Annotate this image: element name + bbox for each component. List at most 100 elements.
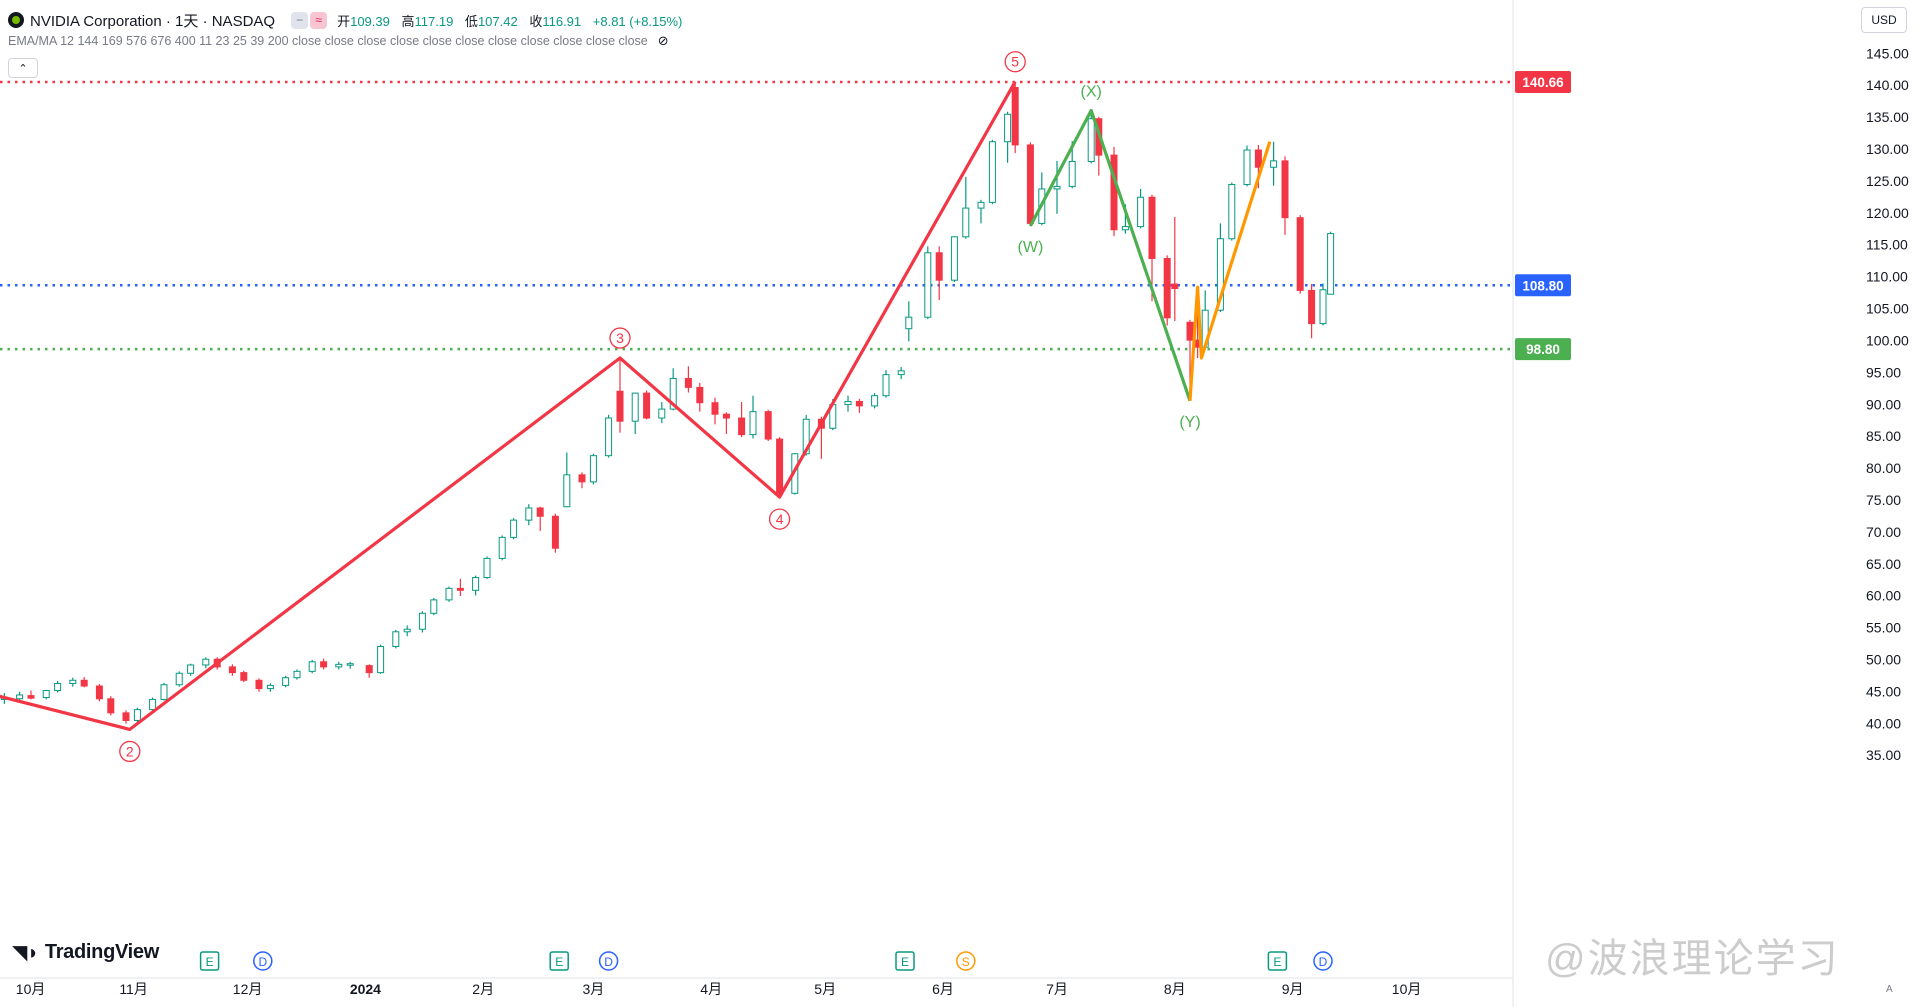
- candle-body-down: [643, 392, 651, 419]
- candle-body-down: [536, 507, 544, 517]
- candle-body-down: [80, 679, 88, 687]
- candle-body-up: [589, 455, 597, 483]
- candle-body-down: [1281, 160, 1289, 219]
- candle-body-down: [1026, 144, 1034, 224]
- level-price-badge: [1515, 71, 1571, 93]
- candle-body-down: [1148, 196, 1156, 259]
- candle-body-up: [669, 377, 677, 410]
- dividend-marker[interactable]: [1313, 951, 1333, 971]
- candle-body-down: [935, 252, 943, 281]
- price-tick-label: 130.00: [1866, 141, 1909, 157]
- candle-body-up: [430, 599, 438, 614]
- price-tick-label: 125.00: [1866, 173, 1909, 189]
- collapse-legend-button[interactable]: ⌃: [8, 58, 38, 78]
- price-tick-label: 65.00: [1866, 556, 1901, 572]
- price-tick-label: 75.00: [1866, 492, 1901, 508]
- approx-icon[interactable]: ≈: [310, 11, 328, 29]
- earnings-marker-label: E: [901, 955, 909, 969]
- indicator-text[interactable]: EMA/MA 12 144 169 576 676 400 11 23 25 3…: [8, 34, 648, 48]
- candle-body-up: [563, 474, 571, 508]
- candle-body-up: [1216, 238, 1224, 311]
- close-label: 收: [529, 13, 543, 29]
- candle-body-down: [27, 695, 35, 699]
- candle-body-up: [175, 672, 183, 686]
- earnings-marker[interactable]: [199, 951, 220, 971]
- time-tick-label: 5月: [814, 981, 836, 997]
- candle-body-up: [1087, 118, 1095, 163]
- level-price-label: 98.80: [1526, 342, 1560, 357]
- low-label: 低: [464, 13, 478, 29]
- earnings-marker[interactable]: [1267, 951, 1288, 971]
- candle-body-up: [802, 418, 810, 455]
- wave-line-rebound[interactable]: [1188, 141, 1272, 401]
- chart-mode-pill[interactable]: − ≈: [291, 11, 328, 29]
- wave-label: 2: [126, 743, 134, 759]
- wave-label: (W): [1018, 239, 1044, 256]
- price-tick-label: 55.00: [1866, 620, 1901, 636]
- candle-body-up: [418, 612, 426, 630]
- price-tick-label: 50.00: [1866, 652, 1901, 668]
- eye-crossed-icon[interactable]: ⊘: [657, 33, 669, 48]
- candle-body-down: [696, 386, 704, 404]
- candle-body-up: [346, 663, 354, 666]
- level-price-badge: [1515, 274, 1571, 297]
- close-value: 116.91: [542, 13, 582, 29]
- candle-body-up: [1270, 160, 1278, 168]
- candle-body-down: [228, 666, 236, 674]
- candles-layer: [0, 81, 1335, 724]
- candle-body-up: [882, 374, 890, 397]
- candle-body-up: [445, 587, 453, 601]
- earnings-marker[interactable]: [895, 951, 915, 971]
- level-price-label: 108.80: [1522, 278, 1563, 293]
- price-tick-label: 110.00: [1866, 269, 1908, 285]
- auto-scale-toggle[interactable]: A: [1886, 984, 1893, 995]
- level-price-label: 140.66: [1522, 75, 1564, 90]
- candle-body-up: [403, 628, 411, 633]
- dividend-marker-label: D: [1319, 955, 1328, 969]
- time-tick-label: 10月: [1392, 981, 1422, 997]
- change-value: +8.81 (+8.15%): [592, 13, 683, 29]
- tradingview-logo[interactable]: ◥◗ TradingView: [12, 940, 159, 965]
- chevron-up-icon: ⌃: [18, 62, 28, 75]
- wave-label: 4: [776, 511, 784, 527]
- currency-label: USD: [1871, 13, 1897, 27]
- candle-body-up: [1004, 113, 1012, 143]
- time-axis[interactable]: 10月 11月 12月 2024 2月 3月 4月 5月 6月 7月 8月 9月 10月: [0, 977, 1513, 997]
- symbol-header: NVIDIA Corporation · 1天 · NASDAQ − ≈ 开10…: [8, 9, 690, 31]
- horizontal-level-lines[interactable]: [0, 80, 1513, 351]
- earnings-marker[interactable]: [549, 951, 569, 971]
- candle-body-down: [764, 411, 772, 440]
- candle-body-up: [149, 698, 157, 711]
- candle-body-down: [722, 413, 730, 419]
- wave-label: 3: [616, 330, 624, 346]
- price-axis[interactable]: 35.00 40.00 45.00 50.00 55.00 60.00 65.00 70.00…: [1512, 0, 1920, 1007]
- candle-body-up: [658, 408, 666, 419]
- candle-body-up: [308, 661, 316, 672]
- candle-body-up: [498, 536, 506, 559]
- symbol-title[interactable]: NVIDIA Corporation · 1天 · NASDAQ: [30, 12, 276, 30]
- split-marker[interactable]: [956, 951, 976, 971]
- candle-body-down: [255, 679, 263, 690]
- currency-button[interactable]: USD: [1861, 7, 1907, 33]
- candle-body-up: [1053, 185, 1061, 190]
- tradingview-mark-icon: ◥◗: [12, 942, 39, 964]
- minus-icon[interactable]: −: [291, 11, 309, 29]
- candle-body-up: [160, 684, 168, 700]
- indicator-legend[interactable]: EMA/MA 12 144 169 576 676 400 11 23 25 3…: [8, 33, 669, 49]
- price-tick-label: 60.00: [1866, 588, 1901, 604]
- candle-body-up: [605, 417, 613, 457]
- ohlc-readout: 开109.39 高117.19 低107.42 收116.91 +8.81 (+…: [337, 11, 690, 30]
- time-tick-label: 7月: [1046, 981, 1068, 997]
- candle-body-down: [365, 665, 373, 674]
- dividend-marker[interactable]: [598, 951, 619, 971]
- wave-line-main[interactable]: [0, 80, 1017, 732]
- candle-body-down: [616, 390, 624, 422]
- wave-label: 5: [1011, 54, 1019, 70]
- tradingview-wordmark: TradingView: [44, 941, 160, 963]
- wave-line-corrective[interactable]: [1028, 108, 1192, 402]
- wave-lines-layer[interactable]: [0, 80, 1272, 732]
- candle-body-up: [377, 645, 385, 674]
- dividend-marker[interactable]: [253, 951, 273, 971]
